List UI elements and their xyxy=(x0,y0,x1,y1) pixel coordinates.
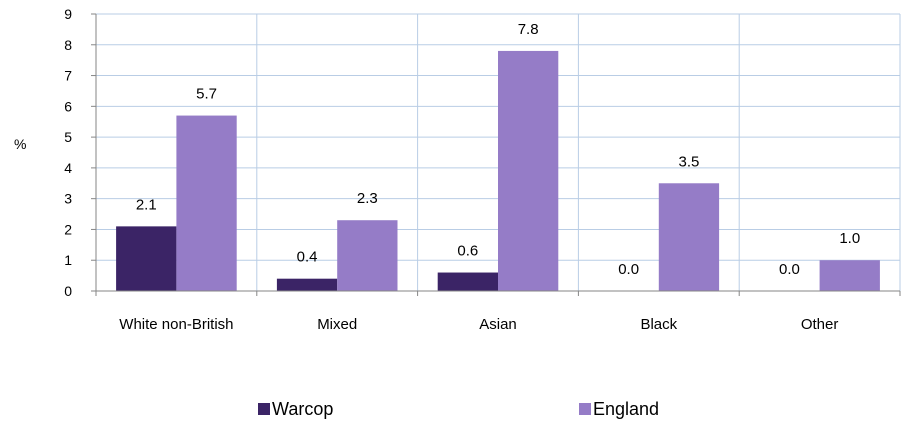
bar-england-2 xyxy=(498,50,559,291)
axes: 0 1 2 3 4 5 6 7 8 9 White non-British Mixed Asian Bla… xyxy=(64,6,901,333)
legend: Warcop England xyxy=(258,399,659,419)
bar-england-4 xyxy=(819,260,880,291)
y-tick-label: 5 xyxy=(64,129,72,145)
y-tick-label: 8 xyxy=(64,37,72,53)
data-label: 5.7 xyxy=(196,86,217,103)
y-tick-label: 2 xyxy=(64,221,72,237)
y-tick-label: 0 xyxy=(64,283,72,299)
y-axis-label: % xyxy=(14,136,26,152)
bars: 2.1 5.7 0.4 2.3 0.6 7.8 0.0 3.5 0.0 1.0 xyxy=(116,21,880,291)
data-label: 3.5 xyxy=(679,153,700,170)
legend-swatch-england xyxy=(579,403,591,415)
data-label: 2.1 xyxy=(136,196,157,213)
data-label: 0.4 xyxy=(297,249,318,266)
y-tick-label: 3 xyxy=(64,191,72,207)
legend-label-england: England xyxy=(593,399,659,419)
bar-warcop-2 xyxy=(437,272,498,291)
bar-warcop-1 xyxy=(276,278,338,291)
data-label: 0.0 xyxy=(779,261,800,278)
data-label: 2.3 xyxy=(357,190,378,207)
data-label: 1.0 xyxy=(839,230,860,247)
bar-england-3 xyxy=(658,183,720,291)
data-label: 0.0 xyxy=(618,261,639,278)
y-tick-label: 4 xyxy=(64,160,72,176)
bar-warcop-0 xyxy=(116,226,177,291)
y-tick-label: 6 xyxy=(64,98,72,114)
data-label: 7.8 xyxy=(518,21,539,38)
legend-swatch-warcop xyxy=(258,403,270,415)
x-tick-label: Asian xyxy=(479,316,517,333)
legend-label-warcop: Warcop xyxy=(272,399,333,419)
x-tick-label: Black xyxy=(640,316,677,333)
bar-england-1 xyxy=(337,220,398,291)
x-tick-label: Mixed xyxy=(317,316,357,333)
bar-england-0 xyxy=(176,115,237,291)
y-tick-label: 1 xyxy=(64,252,72,268)
y-tick-label: 9 xyxy=(64,6,72,22)
y-tick-label: 7 xyxy=(64,68,72,84)
x-tick-label: White non-British xyxy=(119,316,233,333)
data-label: 0.6 xyxy=(457,243,478,260)
x-tick-label: Other xyxy=(801,316,839,333)
